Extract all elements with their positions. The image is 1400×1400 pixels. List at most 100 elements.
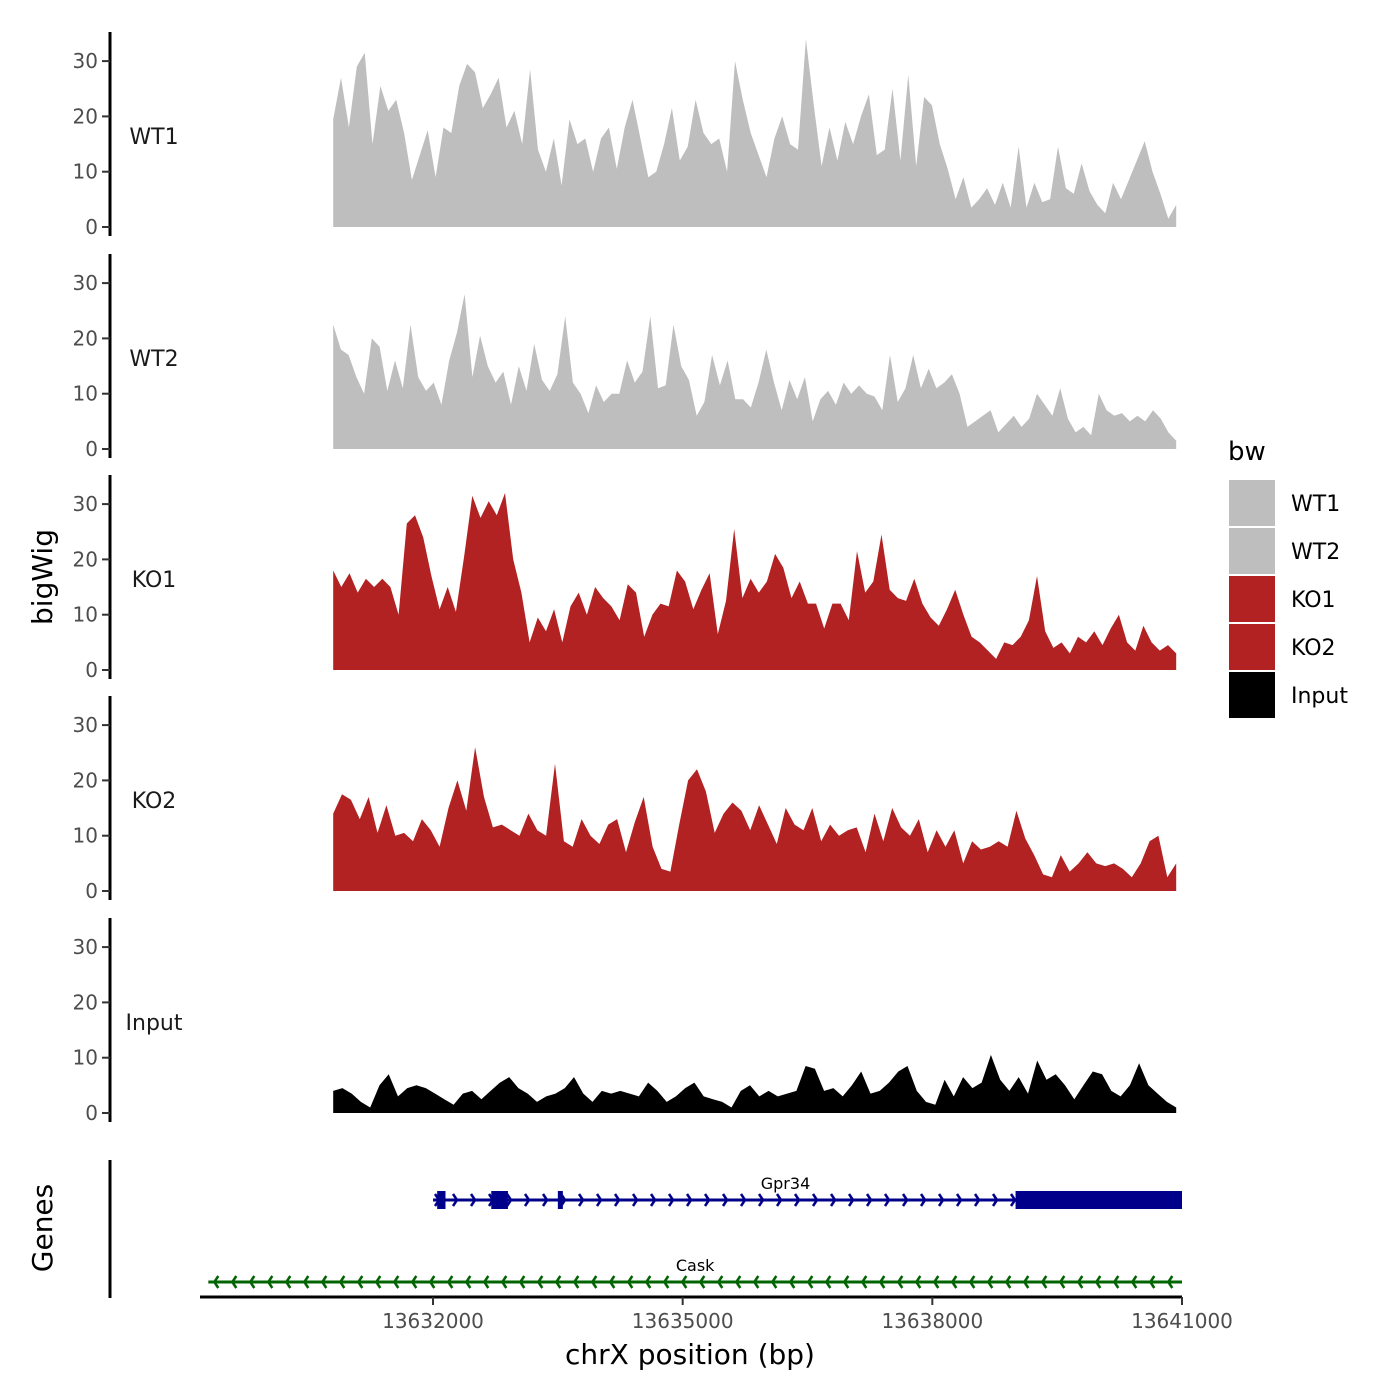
strand-arrow (523, 1193, 531, 1207)
strand-arrow (968, 1275, 976, 1289)
y-tick-label: 10 (73, 824, 98, 848)
strand-arrow (901, 1193, 909, 1207)
strand-arrow (865, 1193, 873, 1207)
strand-arrow (248, 1275, 256, 1289)
gene-gpr34: Gpr34 (433, 1174, 1182, 1209)
strand-arrow (1130, 1275, 1138, 1289)
strand-arrow (577, 1193, 585, 1207)
x-axis-title: chrX position (bp) (565, 1338, 815, 1371)
track-label: WT2 (129, 347, 178, 372)
x-tick-label: 13632000 (382, 1309, 484, 1333)
strand-arrow (302, 1275, 310, 1289)
coverage-area-ko1 (333, 493, 1177, 670)
strand-arrow (793, 1193, 801, 1207)
legend-key-ko1 (1229, 576, 1275, 622)
strand-arrow (721, 1193, 729, 1207)
y-tick-label: 0 (85, 215, 98, 239)
strand-arrow (284, 1275, 292, 1289)
strand-arrow (649, 1193, 657, 1207)
track-input: 0 10 20 30 Input (73, 918, 1177, 1125)
coverage-area-ko2 (333, 747, 1177, 891)
track-ko2: 0 10 20 30 KO2 (73, 696, 1177, 903)
y-tick-label: 20 (73, 547, 98, 571)
strand-arrow (775, 1193, 783, 1207)
legend-key-input (1229, 672, 1275, 718)
strand-arrow (230, 1275, 238, 1289)
y-tick-label: 10 (73, 382, 98, 406)
coverage-tracks: 0 10 20 30 WT1 0 10 20 30 WT2 0 10 20 30 KO1 0 10 20 30 KO2… (73, 32, 1177, 1125)
strand-arrow (860, 1275, 868, 1289)
strand-arrow (1009, 1193, 1017, 1207)
strand-arrow (536, 1275, 544, 1289)
strand-arrow (680, 1275, 688, 1289)
legend: bw WT1 WT2 KO1 KO2 Input (1228, 437, 1348, 718)
strand-arrow (932, 1275, 940, 1289)
legend-title: bw (1228, 437, 1266, 467)
strand-arrow (716, 1275, 724, 1289)
strand-arrow (572, 1275, 580, 1289)
track-wt1: 0 10 20 30 WT1 (73, 32, 1177, 239)
strand-arrow (590, 1275, 598, 1289)
gene-cask: Cask (208, 1256, 1182, 1289)
strand-arrow (806, 1275, 814, 1289)
strand-arrow (428, 1275, 436, 1289)
strand-arrow (500, 1275, 508, 1289)
strand-arrow (734, 1275, 742, 1289)
x-axis: 13632000 13635000 13638000 13641000 (200, 1295, 1233, 1333)
track-label: KO1 (132, 568, 177, 593)
strand-arrow (541, 1193, 549, 1207)
strand-arrow (685, 1193, 693, 1207)
strand-arrow (469, 1193, 477, 1207)
legend-label: WT1 (1291, 492, 1340, 517)
strand-arrow (374, 1275, 382, 1289)
y-tick-label: 20 (73, 326, 98, 350)
x-tick-label: 13635000 (632, 1309, 734, 1333)
strand-arrow (1094, 1275, 1102, 1289)
strand-arrow (644, 1275, 652, 1289)
track-label: KO2 (132, 789, 177, 814)
strand-arrow (1148, 1275, 1156, 1289)
strand-arrow (667, 1193, 675, 1207)
gene-exon (491, 1191, 508, 1209)
strand-arrow (1022, 1275, 1030, 1289)
strand-arrow (338, 1275, 346, 1289)
strand-arrow (212, 1275, 220, 1289)
coverage-area-input (333, 1054, 1177, 1113)
gene-name-label: Cask (676, 1256, 715, 1275)
strand-arrow (1112, 1275, 1120, 1289)
y-tick-label: 30 (73, 271, 98, 295)
strand-arrow (847, 1193, 855, 1207)
coverage-area-wt1 (333, 39, 1177, 227)
y-tick-label: 10 (73, 603, 98, 627)
strand-arrow (950, 1275, 958, 1289)
strand-arrow (896, 1275, 904, 1289)
strand-arrow (451, 1193, 459, 1207)
strand-arrow (883, 1193, 891, 1207)
y-tick-label: 10 (73, 160, 98, 184)
strand-arrow (986, 1275, 994, 1289)
legend-label: Input (1291, 684, 1348, 709)
strand-arrow (446, 1275, 454, 1289)
genes-axis-title: Genes (26, 1184, 59, 1272)
strand-arrow (626, 1275, 634, 1289)
strand-arrow (937, 1193, 945, 1207)
gene-exon (557, 1191, 563, 1209)
strand-arrow (482, 1275, 490, 1289)
strand-arrow (757, 1193, 765, 1207)
strand-arrow (914, 1275, 922, 1289)
strand-arrow (1166, 1275, 1174, 1289)
y-axis-title: bigWig (26, 529, 59, 625)
y-tick-label: 0 (85, 658, 98, 682)
legend-key-ko2 (1229, 624, 1275, 670)
strand-arrow (608, 1275, 616, 1289)
y-tick-label: 20 (73, 990, 98, 1014)
strand-arrow (955, 1193, 963, 1207)
strand-arrow (392, 1275, 400, 1289)
strand-arrow (991, 1193, 999, 1207)
y-tick-label: 30 (73, 49, 98, 73)
strand-arrow (752, 1275, 760, 1289)
strand-arrow (464, 1275, 472, 1289)
strand-arrow (973, 1193, 981, 1207)
legend-key-wt1 (1229, 480, 1275, 526)
strand-arrow (554, 1275, 562, 1289)
